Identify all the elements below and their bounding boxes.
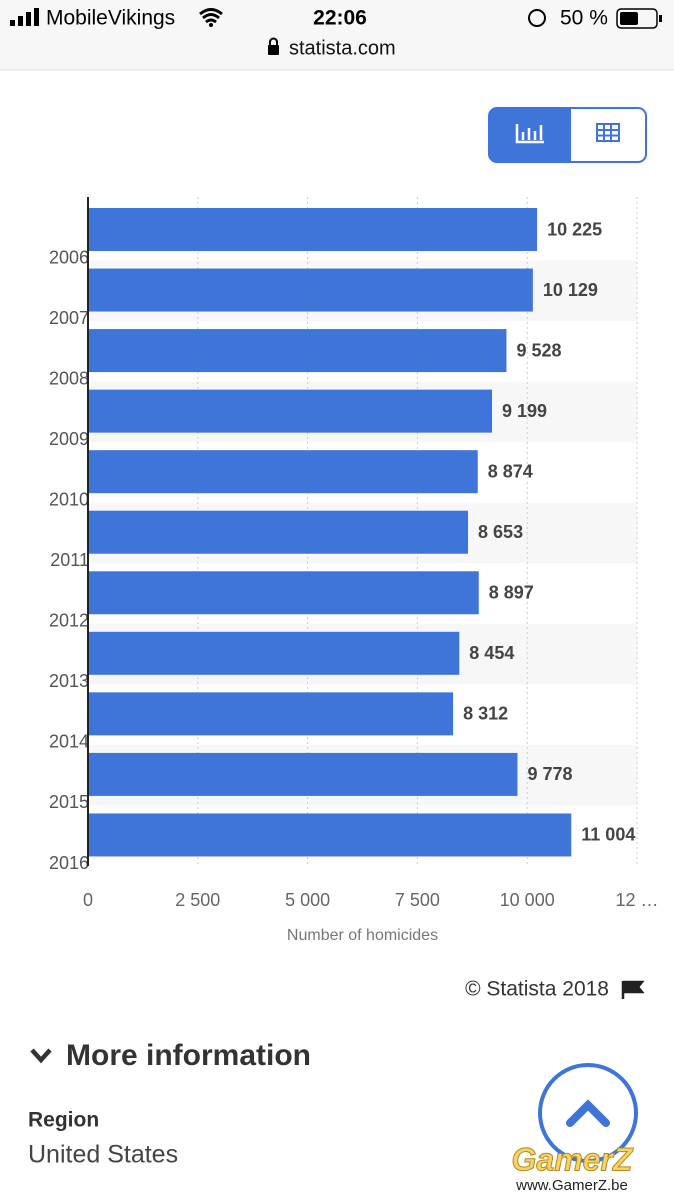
x-axis-label: Number of homicides xyxy=(287,927,438,944)
bar xyxy=(88,268,533,312)
y-tick-label: 2006 xyxy=(49,247,89,267)
x-tick-label: 2 500 xyxy=(175,890,220,910)
y-tick-label: 2010 xyxy=(49,489,89,509)
value-label: 8 897 xyxy=(489,583,534,603)
value-label: 9 528 xyxy=(516,340,561,360)
chart: 0 2 500 5 000 7 500 10 000 12 … Number of homi… xyxy=(49,197,659,944)
bar xyxy=(88,450,478,494)
y-tick-label: 2009 xyxy=(49,429,89,449)
credit: © Statista 2018 xyxy=(465,978,609,1001)
y-tick-label: 2015 xyxy=(49,792,89,812)
signal-icon xyxy=(10,8,39,26)
y-tick-label: 2012 xyxy=(49,611,89,631)
status-bar-bg xyxy=(0,0,674,70)
lock-rotation-icon xyxy=(528,9,546,27)
table-view-button[interactable] xyxy=(596,123,620,142)
value-label: 10 129 xyxy=(543,280,598,300)
y-tick-label: 2007 xyxy=(49,308,89,328)
x-tick-label: 7 500 xyxy=(395,890,440,910)
value-label: 9 778 xyxy=(527,764,572,784)
more-info-heading[interactable]: More information xyxy=(66,1039,311,1072)
bar xyxy=(88,510,469,554)
lock-icon xyxy=(268,45,279,55)
flag-icon[interactable] xyxy=(621,980,645,999)
chart-icon xyxy=(515,124,544,144)
expand-chevron[interactable] xyxy=(30,1048,52,1064)
bar xyxy=(88,752,518,796)
battery-icon xyxy=(616,8,658,29)
watermark-url: www.GamerZ.be xyxy=(515,1177,628,1194)
bar xyxy=(88,389,493,433)
scroll-top-button[interactable] xyxy=(538,1063,638,1163)
lock-shackle xyxy=(269,37,278,45)
view-toggle[interactable] xyxy=(488,107,647,163)
wifi-dot xyxy=(209,23,213,27)
value-label: 10 225 xyxy=(547,219,602,239)
watermark-logo: GamerZ xyxy=(512,1141,634,1177)
value-label: 8 454 xyxy=(469,643,514,663)
y-tick-label: 2013 xyxy=(49,671,89,691)
bar xyxy=(88,813,572,857)
scroll-top-arrow xyxy=(566,1099,610,1127)
y-tick-label: 2014 xyxy=(49,732,89,752)
region-label: Region xyxy=(28,1109,99,1132)
value-label: 11 004 xyxy=(581,825,635,845)
battery-tip xyxy=(659,15,662,22)
value-label: 8 312 xyxy=(463,704,508,724)
bar xyxy=(88,631,460,675)
bar xyxy=(88,571,479,615)
value-label: 8 874 xyxy=(488,461,533,481)
bar xyxy=(88,692,454,736)
wifi-icon xyxy=(199,8,223,24)
y-tick-label: 2011 xyxy=(50,550,89,570)
carrier: MobileVikings xyxy=(46,7,175,30)
bar xyxy=(88,208,538,251)
battery-level xyxy=(620,12,638,25)
bar xyxy=(88,329,507,373)
y-tick-label: 2016 xyxy=(49,853,89,873)
y-tick-label: 2008 xyxy=(49,368,89,388)
value-label: 8 653 xyxy=(478,522,523,542)
battery-percent: 50 % xyxy=(560,7,608,30)
clock: 22:06 xyxy=(313,7,367,30)
x-tick-label: 10 000 xyxy=(500,890,555,910)
x-tick-label: 5 000 xyxy=(285,890,330,910)
region-value: United States xyxy=(28,1141,178,1169)
x-tick-label: 0 xyxy=(83,890,93,910)
url: statista.com xyxy=(289,37,396,59)
x-tick-label: 12 … xyxy=(615,890,658,910)
value-label: 9 199 xyxy=(502,401,547,421)
